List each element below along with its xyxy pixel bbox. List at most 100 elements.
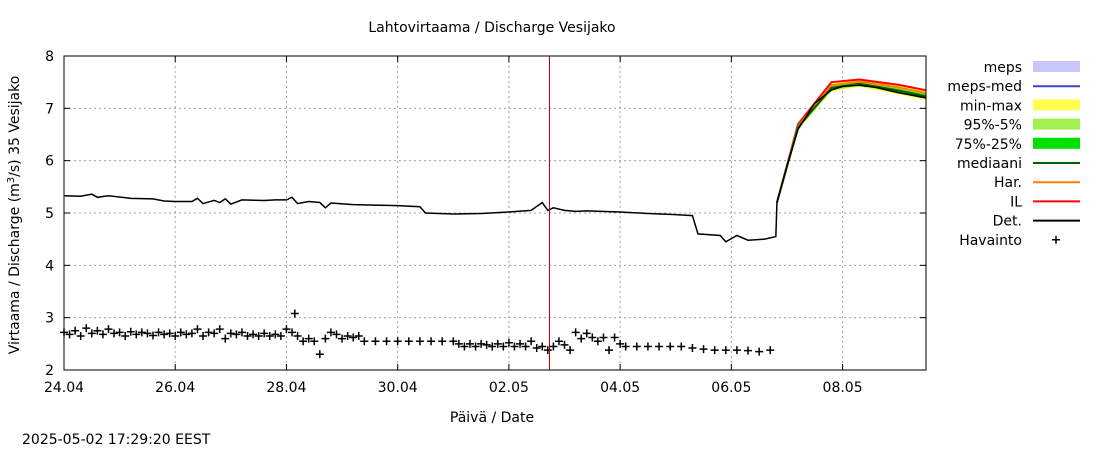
- x-axis-label: Päivä / Date: [450, 410, 534, 426]
- series-lines: [64, 78, 926, 243]
- legend-swatch: [1033, 137, 1080, 149]
- legend-swatch: [1052, 235, 1060, 244]
- havainto-marker: [643, 342, 652, 351]
- timestamp: 2025-05-02 17:29:20 EEST: [22, 432, 211, 448]
- havainto-marker: [321, 334, 330, 343]
- havainto-marker: [293, 331, 302, 340]
- y-axis-ticks: 2 3 4 5 6 7 8: [45, 49, 926, 379]
- x-axis-ticks: 24.04 26.04 28.04 30.04 02.05 04.05 06.05 08.05: [44, 56, 863, 396]
- havainto-marker: [290, 309, 299, 318]
- havainto-marker: [121, 331, 130, 340]
- havainto-marker: [154, 328, 163, 337]
- havainto-marker: [549, 342, 558, 351]
- havainto-marker: [371, 337, 380, 346]
- havainto-marker: [187, 329, 196, 338]
- y-tick-label: 8: [45, 49, 54, 65]
- havainto-marker: [326, 328, 335, 337]
- havainto-marker: [93, 326, 102, 335]
- havainto-marker: [510, 342, 519, 351]
- x-tick-label: 28.04: [266, 380, 306, 396]
- havainto-marker: [232, 330, 241, 339]
- havainto-marker: [343, 331, 352, 340]
- havainto-marker: [199, 331, 208, 340]
- havainto-marker: [588, 333, 597, 342]
- havainto-marker: [744, 346, 753, 355]
- havainto-marker: [82, 324, 91, 333]
- havainto-marker: [249, 330, 258, 339]
- havainto-marker: [732, 346, 741, 355]
- havainto-marker: [454, 339, 463, 348]
- havainto-marker: [210, 329, 219, 338]
- havainto-marker: [143, 329, 152, 338]
- havainto-marker: [237, 328, 246, 337]
- havainto-marker: [260, 329, 269, 338]
- x-tick-label: 02.05: [489, 380, 529, 396]
- havainto-marker: [182, 330, 191, 339]
- havainto-marker: [632, 342, 641, 351]
- x-tick-label: 04.05: [600, 380, 640, 396]
- havainto-marker: [265, 331, 274, 340]
- havainto-marker: [171, 331, 180, 340]
- havainto-marker: [354, 331, 363, 340]
- legend-label: Har.: [994, 175, 1022, 191]
- observation-markers: [60, 309, 775, 359]
- legend-label: meps-med: [947, 79, 1022, 95]
- havainto-marker: [193, 325, 202, 334]
- havainto-marker: [126, 327, 135, 336]
- havainto-marker: [299, 337, 308, 346]
- legend-label: mediaani: [957, 156, 1022, 172]
- havainto-marker: [499, 342, 508, 351]
- havainto-marker: [415, 337, 424, 346]
- legend-label: Havainto: [959, 233, 1022, 249]
- y-tick-label: 4: [45, 258, 54, 274]
- legend-label: meps: [984, 60, 1022, 76]
- legend-swatch: [1033, 118, 1080, 130]
- havainto-marker: [554, 337, 563, 346]
- havainto-marker: [132, 330, 141, 339]
- line-har-: [775, 80, 926, 203]
- havainto-marker: [404, 337, 413, 346]
- havainto-marker: [688, 344, 697, 353]
- havainto-marker: [65, 330, 74, 339]
- havainto-marker: [71, 326, 80, 335]
- havainto-marker: [582, 329, 591, 338]
- havainto-marker: [488, 342, 497, 351]
- x-tick-label: 26.04: [155, 380, 195, 396]
- havainto-marker: [148, 331, 157, 340]
- havainto-marker: [532, 344, 541, 353]
- havainto-marker: [449, 337, 458, 346]
- havainto-marker: [393, 337, 402, 346]
- y-label-superscript: 3: [6, 177, 17, 183]
- havainto-marker: [521, 342, 530, 351]
- legend-label: IL: [1010, 194, 1022, 210]
- havainto-marker: [605, 346, 614, 355]
- havainto-marker: [254, 331, 263, 340]
- y-axis-label: Virtaama / Discharge (m3/s) 35 Vesijako: [6, 76, 23, 355]
- havainto-marker: [477, 339, 486, 348]
- havainto-marker: [310, 337, 319, 346]
- havainto-marker: [493, 339, 502, 348]
- havainto-marker: [176, 328, 185, 337]
- line-mediaani: [775, 82, 926, 203]
- legend-label: min-max: [960, 98, 1022, 114]
- havainto-marker: [137, 328, 146, 337]
- havainto-marker: [621, 342, 630, 351]
- x-tick-label: 24.04: [44, 380, 84, 396]
- y-tick-label: 2: [45, 363, 54, 379]
- havainto-marker: [599, 333, 608, 342]
- chart-title: Lahtovirtaama / Discharge Vesijako: [368, 20, 615, 36]
- y-tick-label: 6: [45, 154, 54, 170]
- y-tick-label: 3: [45, 311, 54, 327]
- legend-swatch: [1033, 61, 1080, 72]
- havainto-marker: [110, 329, 119, 338]
- havainto-marker: [243, 331, 252, 340]
- havainto-marker: [516, 339, 525, 348]
- havainto-marker: [538, 342, 547, 351]
- havainto-marker: [221, 334, 230, 343]
- legend-swatch: [1033, 99, 1080, 111]
- havainto-marker: [566, 346, 575, 355]
- havainto-marker: [616, 339, 625, 348]
- havainto-marker: [755, 347, 764, 356]
- y-tick-label: 7: [45, 101, 54, 117]
